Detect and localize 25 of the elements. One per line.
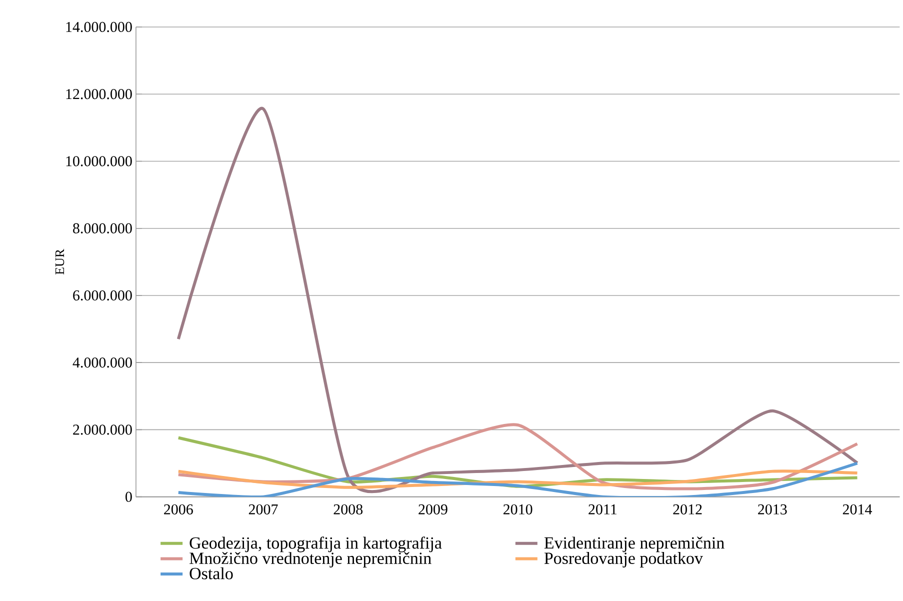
- y-tick-label: 6.000.000: [73, 290, 132, 301]
- line-series: [176, 462, 859, 497]
- x-tick-label: 2013: [758, 504, 787, 515]
- x-tick-label: 2007: [248, 504, 278, 515]
- y-tick-label: 12.000.000: [66, 89, 132, 100]
- y-tick-label: 0: [126, 492, 132, 502]
- y-tick-label: 10.000.000: [66, 156, 132, 166]
- y-tick-label: 14.000.000: [66, 22, 132, 32]
- x-tick-label: 2011: [588, 504, 616, 515]
- x-tick-label: 2008: [334, 504, 363, 515]
- y-tick-label: 8.000.000: [73, 223, 132, 234]
- legend-label: Geodezija, topografija in kartografija: [190, 536, 442, 552]
- y-axis-title: EUR: [55, 249, 64, 275]
- legend-label: Množično vrednotenje nepremičnin: [190, 552, 432, 568]
- x-tick-label: 2014: [842, 504, 872, 515]
- legend-label: Posredovanje podatkov: [544, 552, 703, 568]
- x-tick-label: 2006: [164, 504, 193, 515]
- legend-label: Evidentiranje nepremičnin: [544, 536, 724, 552]
- y-tick-label: 2.000.000: [73, 424, 132, 435]
- legend-label: Ostalo: [190, 567, 233, 580]
- x-tick-label: 2010: [503, 504, 532, 515]
- line-series: [176, 470, 859, 490]
- x-tick-label: 2009: [418, 504, 448, 515]
- x-tick-label: 2012: [673, 504, 702, 515]
- y-tick-label: 4.000.000: [72, 358, 132, 368]
